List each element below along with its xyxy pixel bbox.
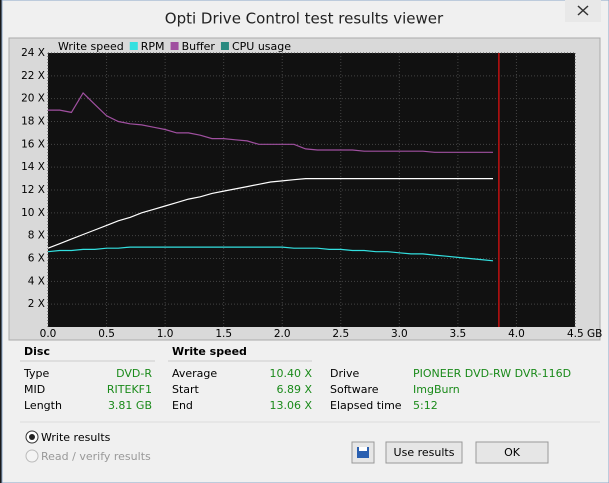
y-tick-label: 22 X (21, 70, 45, 82)
y-tick-label: 4 X (28, 275, 45, 287)
info-value: 13.06 X (269, 399, 312, 412)
y-tick-label: 8 X (28, 230, 45, 242)
legend-swatch (129, 42, 138, 50)
save-icon (357, 447, 369, 458)
x-tick-label: 1.0 (157, 328, 174, 340)
y-tick-label: 2 X (28, 298, 45, 310)
legend-label: CPU usage (232, 40, 291, 53)
x-tick-label: 3.0 (391, 328, 408, 340)
save-icon (359, 447, 367, 451)
legend-label: Write speed (58, 40, 124, 53)
info-label: Software (330, 383, 379, 396)
info-panel: Disc Type DVD-R MID RITEKF1 Length 3.81 GB Writ… (23, 345, 571, 412)
y-tick-label: 10 X (21, 207, 45, 219)
x-tick-label: 4.0 (508, 328, 525, 340)
button[interactable] (385, 441, 463, 464)
legend-label: RPM (141, 40, 165, 53)
x-tick-label: 2.0 (274, 328, 291, 340)
y-tick-label: 16 X (21, 138, 45, 150)
info-value: RITEKF1 (107, 383, 152, 396)
close-icon (577, 5, 589, 16)
x-tick-label: 0.0 (40, 328, 57, 340)
button-label[interactable]: OK (504, 446, 521, 459)
info-value: 6.89 X (276, 383, 312, 396)
info-label: Length (24, 399, 62, 412)
info-label: End (172, 399, 193, 412)
x-tick-label: 1.5 (215, 328, 232, 340)
radio-label[interactable]: Write results (41, 431, 111, 444)
y-tick-label: 14 X (21, 161, 45, 173)
info-value: 5:12 (413, 399, 438, 412)
x-tick-label: 4.5 GB (567, 328, 602, 340)
radio-label: Read / verify results (41, 450, 151, 463)
info-value: 10.40 X (269, 367, 312, 380)
button[interactable] (475, 441, 549, 464)
x-tick-label: 0.5 (98, 328, 115, 340)
radio-dot (29, 434, 35, 440)
info-label: MID (24, 383, 45, 396)
section-heading: Write speed (172, 345, 247, 358)
legend-swatch (170, 42, 179, 50)
y-tick-label: 18 X (21, 116, 45, 128)
info-label: Drive (330, 367, 360, 380)
info-value: PIONEER DVD-RW DVR-116D (413, 367, 571, 380)
section-heading: Disc (24, 345, 50, 358)
info-value: 3.81 GB (108, 399, 152, 412)
info-label: Start (172, 383, 200, 396)
legend-swatch (220, 42, 229, 50)
series-line (47, 246, 494, 262)
y-tick-label: 20 X (21, 93, 45, 105)
info-label: Average (172, 367, 217, 380)
chart: 2 X 4 X 6 X 8 X 10 X 12 X 14 X 16 X 18 X 20 X 22 X… (21, 40, 602, 340)
series-line (47, 178, 493, 249)
x-tick-label: 2.5 (332, 328, 349, 340)
window-title: Opti Drive Control test results viewer (165, 10, 444, 28)
y-tick-label: 24 X (21, 47, 45, 59)
legend-label: Buffer (182, 40, 216, 53)
y-tick-label: 12 X (21, 184, 45, 196)
info-value: ImgBurn (413, 383, 460, 396)
y-tick-label: 6 X (28, 253, 45, 265)
info-label: Elapsed time (330, 399, 402, 412)
info-value: DVD-R (116, 367, 152, 380)
info-label: Type (23, 367, 49, 380)
button-label[interactable]: Use results (394, 446, 455, 459)
radio-button (25, 449, 39, 463)
series-line (48, 92, 493, 153)
x-tick-label: 3.5 (450, 328, 467, 340)
